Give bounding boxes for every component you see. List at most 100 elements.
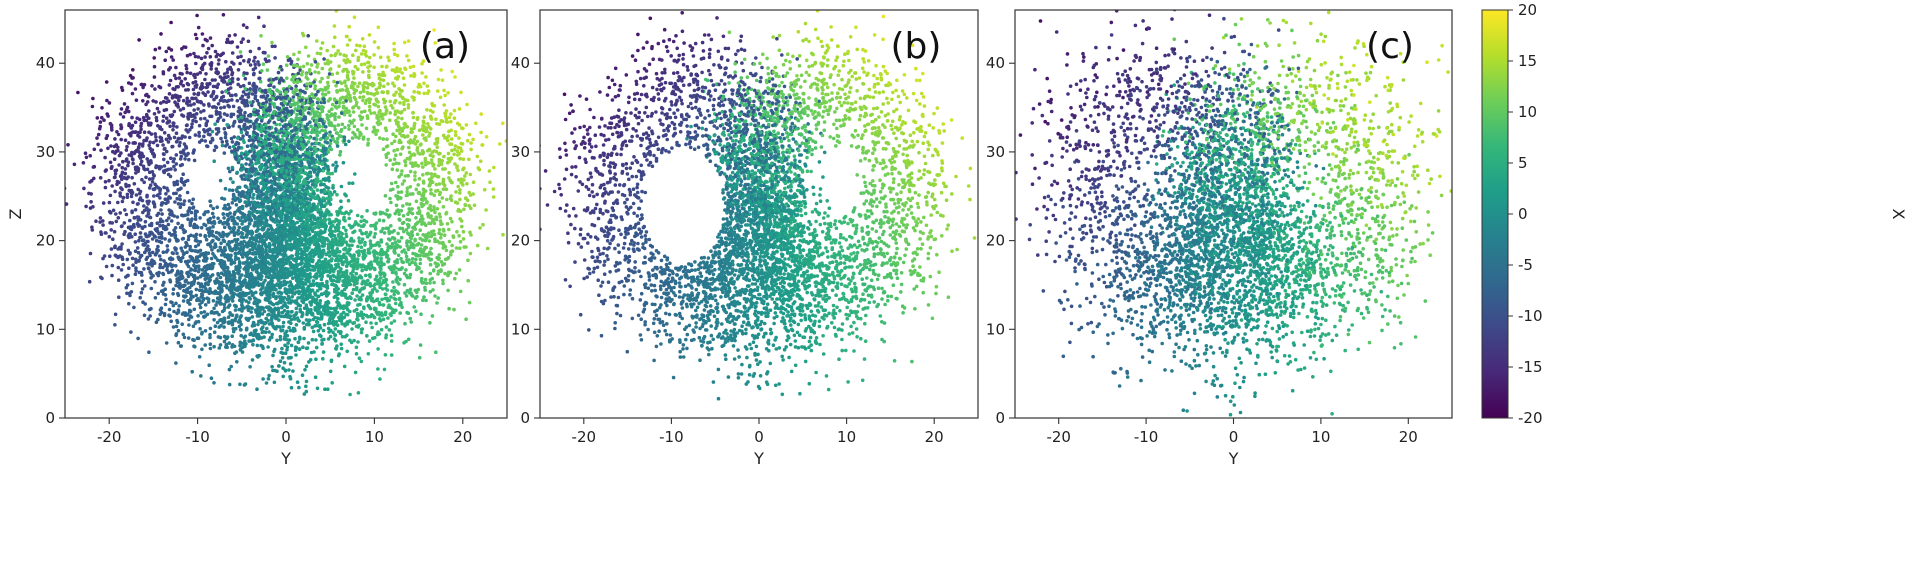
scatter-point (235, 170, 239, 175)
scatter-point (142, 250, 147, 255)
scatter-point (345, 87, 350, 91)
scatter-point (239, 235, 244, 239)
scatter-point (438, 219, 443, 223)
scatter-point (153, 47, 158, 52)
scatter-point (310, 325, 315, 330)
scatter-point (455, 229, 459, 234)
scatter-point (118, 211, 122, 215)
scatter-point (212, 148, 217, 153)
scatter-point (388, 188, 393, 192)
scatter-point (366, 141, 371, 146)
scatter-point (409, 320, 414, 324)
scatter-point (141, 115, 146, 120)
scatter-point (305, 346, 310, 350)
scatter-point (313, 221, 317, 226)
scatter-point (241, 290, 245, 295)
scatter-point (382, 367, 387, 372)
scatter-point (101, 223, 105, 227)
scatter-point (212, 306, 216, 311)
scatter-point (447, 115, 452, 120)
scatter-point (320, 338, 324, 342)
scatter-point (378, 108, 382, 113)
scatter-point (362, 44, 367, 49)
scatter-point (168, 279, 173, 284)
scatter-point (206, 282, 210, 287)
scatter-point (340, 122, 345, 127)
scatter-point (395, 147, 400, 152)
scatter-point (232, 152, 237, 156)
scatter-point (162, 147, 167, 151)
scatter-point (308, 272, 312, 276)
scatter-point (386, 82, 390, 86)
scatter-point (179, 154, 184, 159)
scatter-point (155, 221, 160, 225)
scatter-point (406, 337, 411, 342)
scatter-point (208, 226, 212, 230)
scatter-point (278, 122, 282, 127)
scatter-point (196, 336, 201, 341)
scatter-point (267, 373, 271, 378)
scatter-point (133, 87, 138, 91)
scatter-point (313, 185, 317, 189)
scatter-point (231, 104, 236, 109)
scatter-point (148, 215, 153, 220)
scatter-point (398, 101, 402, 105)
scatter-point (221, 118, 226, 122)
scatter-point (423, 238, 428, 243)
scatter-point (467, 203, 471, 208)
scatter-point (304, 364, 309, 369)
scatter-point (139, 127, 143, 132)
scatter-point (175, 125, 179, 129)
scatter-point (363, 101, 368, 105)
scatter-point (231, 180, 235, 184)
scatter-point (264, 96, 268, 101)
scatter-point (110, 184, 114, 188)
scatter-point (128, 232, 132, 236)
scatter-point (242, 59, 246, 63)
scatter-point (461, 237, 466, 241)
scatter-point (344, 228, 348, 233)
scatter-point (433, 261, 438, 265)
scatter-point (135, 116, 139, 120)
scatter-point (236, 228, 240, 233)
scatter-point (364, 126, 369, 131)
scatter-point (204, 251, 208, 255)
scatter-point (241, 90, 246, 94)
scatter-point (442, 103, 447, 107)
scatter-point (308, 84, 313, 88)
scatter-point (237, 124, 242, 129)
scatter-point (216, 248, 221, 253)
scatter-point (407, 202, 412, 207)
scatter-point (399, 190, 404, 194)
scatter-point (150, 237, 155, 241)
scatter-point (196, 92, 200, 97)
scatter-point (196, 55, 201, 59)
scatter-point (320, 292, 324, 297)
scatter-point (321, 308, 326, 313)
scatter-point (428, 153, 433, 157)
scatter-point (190, 122, 194, 126)
scatter-point (234, 203, 239, 207)
scatter-point (304, 384, 308, 389)
scatter-point (377, 300, 382, 305)
scatter-point (204, 253, 208, 258)
scatter-point (245, 144, 250, 148)
scatter-points (65, 10, 507, 397)
scatter-point (292, 80, 296, 84)
scatter-point (130, 175, 134, 180)
scatter-point (235, 222, 239, 226)
scatter-point (344, 210, 349, 214)
scatter-point (229, 112, 234, 117)
scatter-point (413, 178, 417, 182)
scatter-point (467, 300, 472, 305)
scatter-point (477, 167, 482, 172)
scatter-point (290, 109, 294, 113)
scatter-point (358, 44, 362, 48)
scatter-point (218, 298, 222, 303)
scatter-point (428, 321, 432, 325)
scatter-point (194, 255, 199, 259)
scatter-point (284, 63, 289, 67)
scatter-point (214, 67, 219, 71)
scatter-point (410, 260, 414, 265)
scatter-point (481, 222, 485, 227)
